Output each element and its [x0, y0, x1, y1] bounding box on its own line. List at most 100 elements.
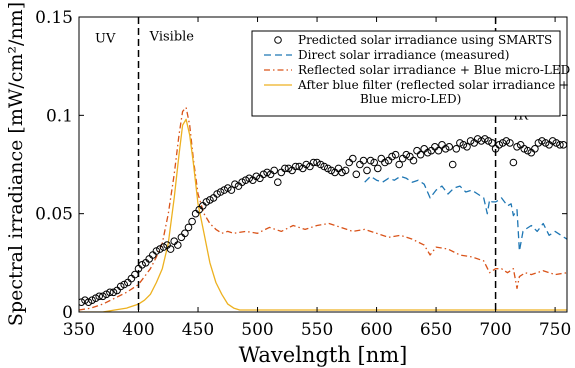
x-tick-label: 550 — [301, 320, 333, 340]
data-point — [349, 154, 357, 163]
data-point — [79, 298, 86, 306]
data-point — [409, 156, 418, 165]
data-point — [366, 156, 375, 165]
data-point — [452, 145, 461, 153]
data-point — [534, 139, 543, 147]
data-point — [184, 223, 193, 232]
data-point — [109, 288, 118, 297]
data-point — [309, 158, 318, 167]
data-point — [363, 166, 371, 175]
legend-label-direct: Direct solar irradiance (measured) — [298, 48, 510, 62]
data-point — [374, 164, 382, 173]
data-point — [391, 150, 400, 159]
y-axis-label: Spectral irradiance [mW/cm²/nm] — [5, 2, 27, 326]
data-point — [388, 152, 396, 161]
data-point — [416, 150, 425, 159]
data-point — [502, 137, 511, 145]
legend-label-filtered: Blue micro-LED) — [360, 92, 461, 106]
data-point — [448, 160, 457, 169]
data-point — [320, 162, 329, 171]
data-point — [341, 166, 350, 175]
data-point — [434, 146, 443, 155]
x-tick-label: 650 — [420, 320, 452, 340]
legend-label-smarts: Predicted solar irradiance using SMARTS — [298, 33, 552, 47]
data-point — [295, 162, 304, 171]
data-point — [313, 158, 321, 167]
x-tick-label: 400 — [122, 320, 154, 340]
data-point — [484, 137, 493, 145]
data-point — [252, 172, 261, 181]
data-point — [463, 143, 471, 151]
data-point — [245, 174, 253, 183]
region-label: UV — [95, 32, 116, 47]
data-point — [538, 137, 546, 145]
data-point — [241, 176, 250, 184]
data-point — [423, 148, 432, 157]
x-tick-label: 350 — [63, 320, 95, 340]
data-point — [302, 160, 311, 169]
data-point — [316, 160, 325, 169]
y-tick-label: 0.15 — [35, 8, 73, 28]
data-point — [498, 139, 507, 147]
data-point — [99, 292, 107, 301]
data-point — [395, 160, 404, 169]
data-point — [441, 145, 450, 153]
x-axis-label: Wavelngth [nm] — [239, 343, 408, 367]
data-point — [274, 178, 282, 186]
data-point — [291, 162, 300, 171]
data-point — [270, 166, 279, 175]
data-point — [509, 158, 518, 167]
x-tick-label: 450 — [182, 320, 214, 340]
data-point — [106, 288, 114, 297]
data-point — [188, 217, 196, 226]
data-point — [327, 166, 336, 175]
x-tick-label: 500 — [241, 320, 273, 340]
data-point — [220, 186, 228, 194]
region-label: Visible — [149, 30, 195, 45]
y-tick-label: 0.1 — [46, 106, 73, 126]
data-point — [120, 280, 128, 289]
legend-box — [251, 30, 561, 117]
data-point — [206, 196, 214, 204]
x-tick-label: 700 — [479, 320, 511, 340]
data-point — [174, 241, 182, 249]
legend-label-filtered: After blue filter (reflected solar irrad… — [297, 78, 569, 92]
data-point — [216, 188, 225, 196]
x-tick-label: 750 — [539, 320, 571, 340]
data-point — [166, 245, 175, 253]
data-point — [402, 150, 411, 159]
data-point — [95, 292, 103, 301]
data-point — [513, 143, 521, 151]
data-point — [466, 137, 475, 145]
data-point — [338, 168, 346, 177]
data-point — [506, 139, 514, 147]
data-point — [156, 245, 164, 253]
data-point — [531, 145, 539, 153]
legend-marker-smarts — [274, 36, 282, 44]
data-point — [181, 229, 189, 238]
data-point — [473, 135, 482, 143]
data-point — [523, 146, 532, 155]
data-point — [548, 137, 557, 145]
x-tick-label: 600 — [360, 320, 392, 340]
data-point — [370, 158, 379, 167]
data-point — [224, 184, 232, 192]
data-point — [281, 164, 289, 173]
data-point — [159, 243, 168, 251]
data-point — [227, 186, 236, 194]
data-point — [459, 141, 468, 149]
data-point — [552, 139, 561, 147]
legend-label-reflected: Reflected solar irradiance + Blue micro-… — [298, 63, 570, 77]
series-smarts — [79, 135, 567, 307]
y-tick-label: 0 — [62, 303, 73, 323]
legend: Predicted solar irradiance using SMARTSD… — [251, 30, 570, 117]
y-tick-label: 0.05 — [35, 205, 73, 225]
data-point — [231, 180, 239, 188]
data-point — [88, 296, 96, 305]
data-point — [445, 143, 454, 151]
data-point — [84, 298, 93, 307]
plot-frame — [78, 16, 568, 313]
data-point — [381, 158, 389, 167]
data-point — [284, 164, 293, 173]
